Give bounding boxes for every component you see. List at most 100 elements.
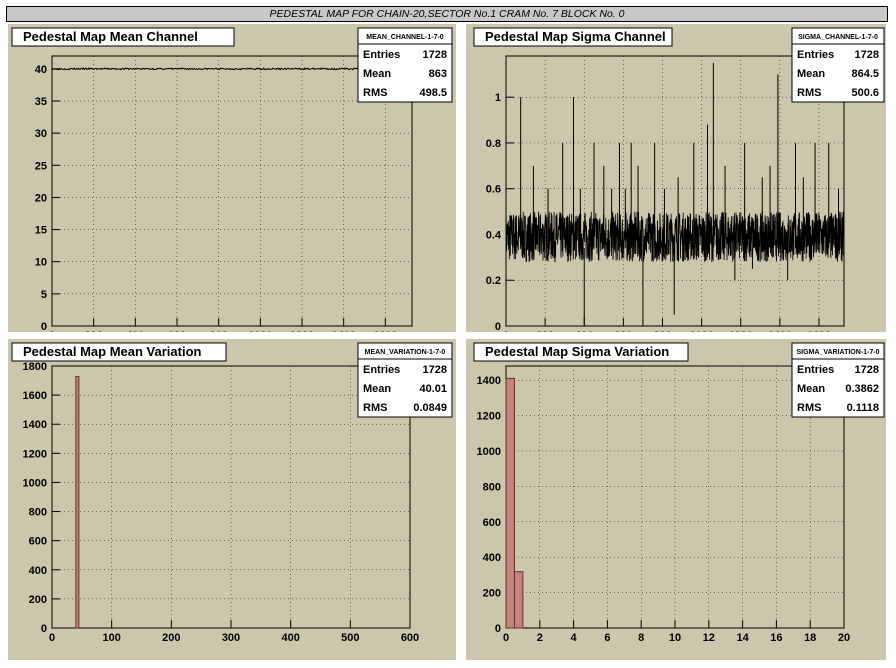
stats-label: RMS <box>363 87 387 99</box>
y-tick-label: 1000 <box>23 477 47 489</box>
y-tick-label: 1400 <box>477 375 501 387</box>
x-tick-label: 0 <box>503 632 509 644</box>
stats-value: 1728 <box>423 364 447 376</box>
x-tick-label: 4 <box>571 632 578 644</box>
x-tick-label: 600 <box>168 330 186 332</box>
series-line <box>505 210 845 263</box>
x-tick-label: 0 <box>49 632 55 644</box>
plot-mean-channel: 0 200 400 600 800 1000 1200 1400 1600 0 5 10 15 20 25 3… <box>11 27 453 342</box>
pad-mean-channel[interactable]: 0 200 400 600 800 1000 1200 1400 1600 0 5 10 15 20 25 3… <box>8 24 456 342</box>
y-tick-label: 800 <box>483 481 501 493</box>
stats-box <box>791 342 885 418</box>
stats-name: SIGMA_VARIATION-1-7-0 <box>797 349 880 356</box>
stats-label: Entries <box>797 364 834 376</box>
y-tick-label: 1 <box>495 92 501 104</box>
stats-value: 1728 <box>855 49 879 61</box>
stats-box <box>357 342 453 418</box>
x-tick-label: 200 <box>162 632 180 644</box>
plot-sigma-variation: 0 2 4 6 8 10 12 14 16 18 2002004006008001000120014… <box>473 342 885 644</box>
y-tick-label: 25 <box>35 160 47 172</box>
x-tick-label: 10 <box>669 632 681 644</box>
stats-label: RMS <box>797 87 821 99</box>
title-box <box>473 27 673 47</box>
y-tick-label: 800 <box>29 507 47 519</box>
x-tick-label: 8 <box>638 632 644 644</box>
stats-label: Mean <box>363 383 391 395</box>
y-tick-label: 35 <box>35 96 47 108</box>
x-tick-label: 1400 <box>331 330 355 332</box>
y-tick-label: 600 <box>29 536 47 548</box>
stats-value: 0.0849 <box>413 402 447 414</box>
y-tick-label: 0.4 <box>486 229 502 241</box>
histogram-bar <box>513 571 524 629</box>
x-tick-label: 500 <box>341 632 359 644</box>
x-tick-label: 16 <box>770 632 782 644</box>
x-tick-label: 600 <box>401 632 419 644</box>
x-tick-label: 1200 <box>728 330 752 332</box>
x-tick-label: 1200 <box>290 330 314 332</box>
plot-mean-variation: 0 100 200 300 400 500 600 0 200 400 600 800 1000 1200… <box>11 342 453 644</box>
histogram-bar <box>505 377 515 629</box>
y-tick-label: 0 <box>495 623 501 635</box>
x-tick-label: 400 <box>575 330 593 332</box>
y-tick-label: 600 <box>483 517 501 529</box>
stats-value: 863 <box>429 68 447 80</box>
stats-label: Mean <box>797 68 825 80</box>
y-tick-label: 200 <box>483 588 501 600</box>
y-tick-label: 40 <box>35 64 47 76</box>
stats-name: MEAN_CHANNEL-1-7-0 <box>366 34 444 41</box>
pad-sigma-channel[interactable]: 0 200 400 600 800 1000 1200 1400 1600 0 0.2 0.4 0.6 0… <box>466 24 886 342</box>
stats-value: 498.5 <box>419 87 447 99</box>
y-tick-label: 30 <box>35 128 47 140</box>
stats-value: 1728 <box>855 364 879 376</box>
x-tick-label: 1000 <box>248 330 272 332</box>
chart-title: Pedestal Map Sigma Channel <box>485 29 666 44</box>
x-tick-label: 400 <box>281 632 299 644</box>
stats-value: 864.5 <box>851 68 879 80</box>
title-box <box>11 27 235 47</box>
y-tick-label: 1800 <box>23 361 47 373</box>
stats-box <box>357 27 453 103</box>
plot-frame <box>51 365 411 629</box>
canvas-title: PEDESTAL MAP FOR CHAIN-20,SECTOR No.1 CR… <box>6 6 888 22</box>
y-tick-label: 5 <box>41 289 47 301</box>
x-tick-label: 300 <box>222 632 240 644</box>
stats-value: 0.1118 <box>847 402 879 414</box>
x-tick-label: 20 <box>838 632 850 644</box>
y-tick-label: 10 <box>35 257 47 269</box>
x-tick-label: 1600 <box>373 330 397 332</box>
chart-title: Pedestal Map Sigma Variation <box>485 344 669 359</box>
x-tick-label: 200 <box>84 330 102 332</box>
x-tick-label: 600 <box>614 330 632 332</box>
stats-label: RMS <box>797 402 821 414</box>
y-tick-label: 200 <box>29 594 47 606</box>
y-tick-label: 1000 <box>477 446 501 458</box>
x-tick-label: 14 <box>736 632 749 644</box>
x-tick-label: 1600 <box>807 330 831 332</box>
stats-label: Entries <box>363 49 400 61</box>
y-tick-label: 1600 <box>23 390 47 402</box>
title-box <box>473 342 689 362</box>
pad-sigma-variation[interactable]: 0 2 4 6 8 10 12 14 16 18 20 0 200 400 600 800 1000 1200 14… <box>466 339 886 660</box>
x-tick-label: 12 <box>703 632 715 644</box>
stats-name: SIGMA_CHANNEL-1-7-0 <box>798 34 878 41</box>
y-tick-label: 0 <box>41 321 47 332</box>
y-tick-label: 1200 <box>23 448 47 460</box>
x-tick-label: 800 <box>209 330 227 332</box>
y-tick-label: 0.2 <box>486 275 501 287</box>
chart-title: Pedestal Map Mean Variation <box>23 344 202 359</box>
x-tick-label: 1000 <box>689 330 713 332</box>
x-tick-label: 0 <box>503 330 509 332</box>
stats-value: 40.01 <box>419 383 447 395</box>
histogram-bar <box>75 375 80 629</box>
y-tick-label: 400 <box>483 552 501 564</box>
stats-label: Entries <box>363 364 400 376</box>
x-tick-label: 100 <box>102 632 120 644</box>
title-box <box>11 342 227 362</box>
chart-title: Pedestal Map Mean Channel <box>23 29 198 44</box>
stats-label: Mean <box>797 383 825 395</box>
pad-mean-variation[interactable]: 0 100 200 300 400 500 600 0 200 400 600 800 1000 1200… <box>8 339 456 660</box>
y-tick-label: 20 <box>35 192 47 204</box>
stats-label: RMS <box>363 402 387 414</box>
stats-label: Mean <box>363 68 391 80</box>
